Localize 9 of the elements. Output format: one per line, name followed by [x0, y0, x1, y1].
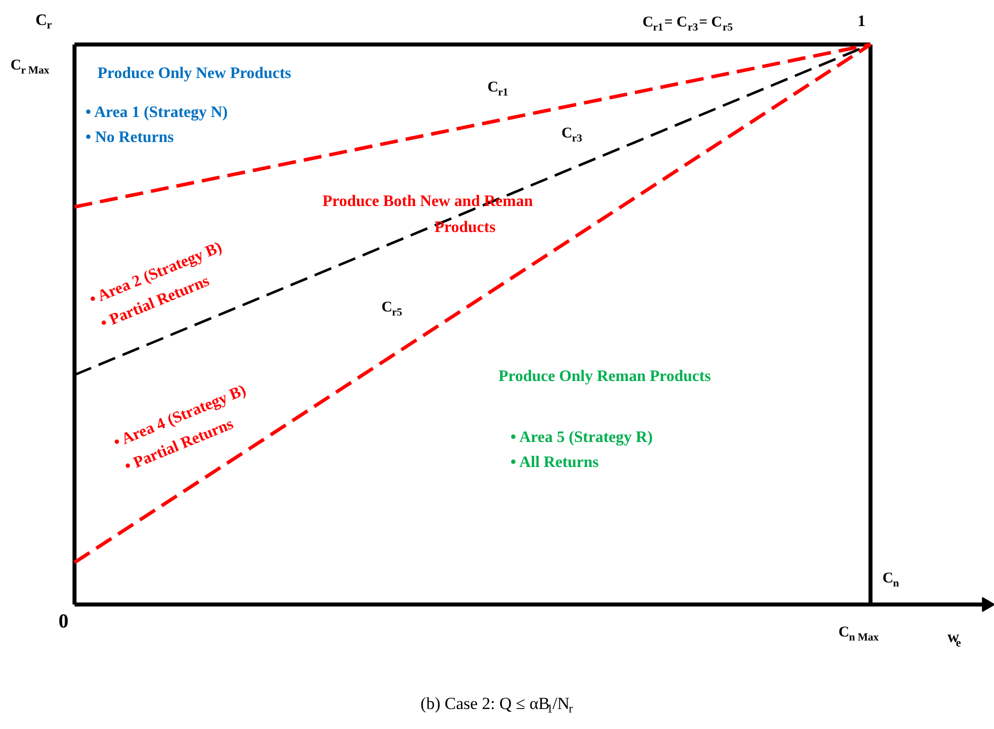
annotation: • Area 5 (Strategy R): [510, 429, 653, 446]
text: 0: [58, 610, 68, 632]
annotation: • Area 1 (Strategy N): [86, 104, 228, 121]
annotation: Produce Only Reman Products: [498, 368, 711, 385]
annotation: • All Returns: [510, 454, 599, 471]
annotation: Products: [434, 219, 496, 236]
annotation: Produce Only New Products: [98, 65, 292, 82]
annotation: • No Returns: [86, 129, 174, 146]
text: 1: [858, 13, 866, 30]
